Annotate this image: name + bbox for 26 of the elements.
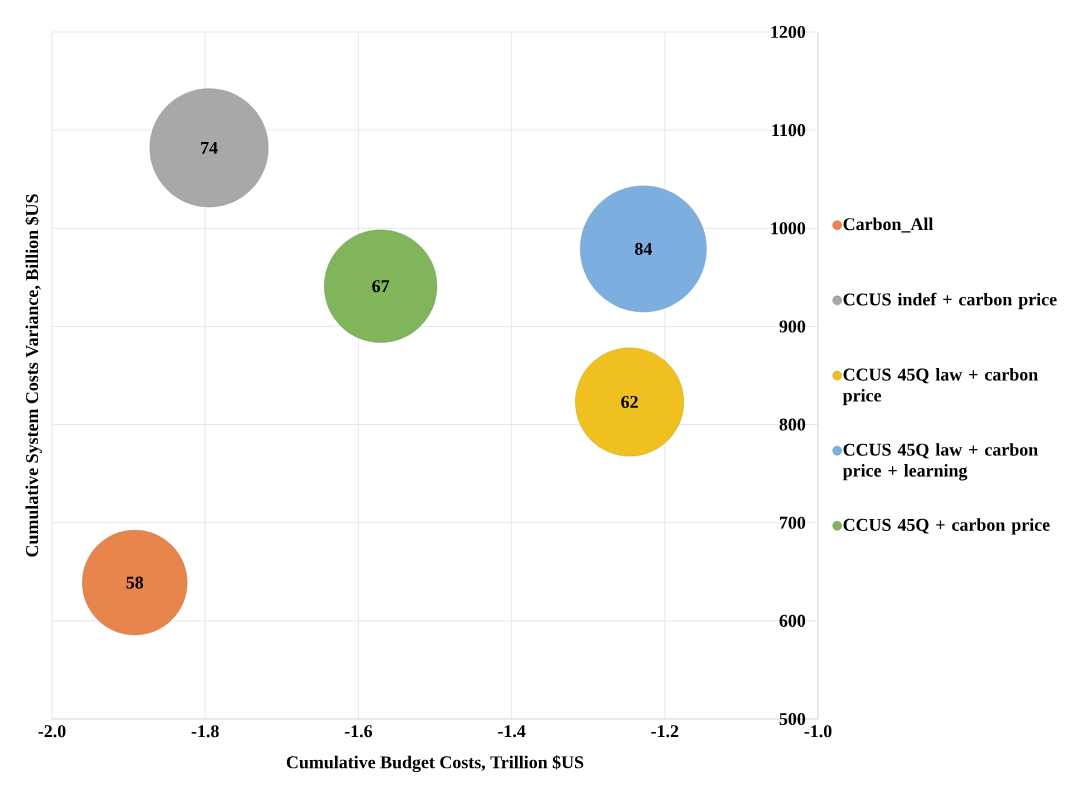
x-tick-label: -1.8 bbox=[191, 725, 219, 738]
legend-label: Carbon_All bbox=[843, 217, 934, 233]
y-tick-label: 1100 bbox=[772, 124, 806, 137]
x-tick-label: -1.4 bbox=[498, 725, 526, 738]
y-tick-label: 1000 bbox=[771, 222, 806, 235]
y-tick-label: 600 bbox=[779, 614, 806, 627]
legend-label: CCUS 45Q + carbon price bbox=[843, 518, 1050, 535]
x-tick-label: -1.2 bbox=[651, 725, 679, 738]
data-label: 58 bbox=[126, 576, 144, 589]
y-tick-label: 1200 bbox=[771, 25, 806, 39]
y-tick-label: 800 bbox=[779, 418, 806, 431]
data-label: 74 bbox=[201, 141, 218, 154]
legend-label: CCUS 45Q law + carbon price bbox=[842, 368, 1038, 406]
legend-label: CCUS indef + carbon price bbox=[843, 292, 1057, 310]
x-tick-label: -1.0 bbox=[804, 725, 832, 738]
y-tick-label: 900 bbox=[779, 320, 806, 333]
y-tick-label: 500 bbox=[779, 712, 806, 726]
data-label: 62 bbox=[621, 395, 638, 409]
data-label: 67 bbox=[372, 280, 390, 293]
x-axis-title: Cumulative Budget Costs, Trillion $US bbox=[286, 755, 584, 773]
y-axis-title: Cumulative System Costs Variance, Billion $US bbox=[24, 194, 42, 557]
x-tick-label: -1.6 bbox=[344, 725, 373, 738]
legend-label: CCUS 45Q law + carbon price + learning bbox=[842, 443, 1038, 481]
y-tick-label: 700 bbox=[779, 516, 806, 529]
x-tick-label: -2.0 bbox=[38, 725, 66, 738]
data-label: 84 bbox=[634, 242, 652, 255]
